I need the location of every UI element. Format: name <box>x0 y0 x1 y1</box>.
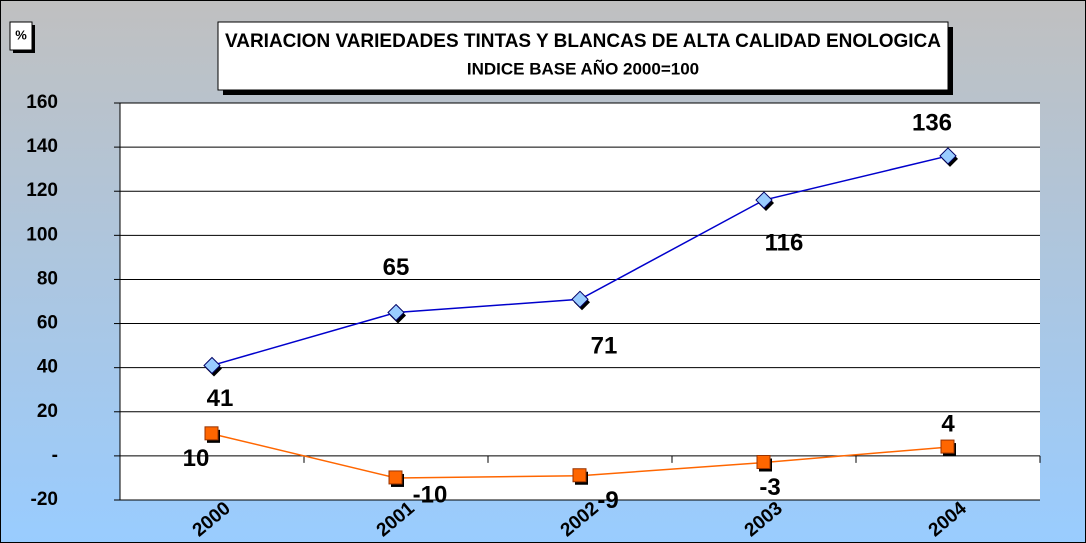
marker <box>940 439 955 454</box>
marker <box>387 303 405 322</box>
data-label: 71 <box>591 333 618 360</box>
y-tick-label: -20 <box>31 489 58 510</box>
marker <box>939 147 957 165</box>
marker <box>572 468 587 483</box>
data-label: 65 <box>383 254 410 281</box>
data-label: 41 <box>207 385 234 412</box>
y-tick-label: 60 <box>37 313 58 334</box>
data-label: 136 <box>912 109 952 136</box>
y-tick-label: 40 <box>37 357 58 378</box>
y-tick-label: 160 <box>26 92 58 113</box>
marker <box>756 455 771 470</box>
y-tick-label: - <box>52 445 58 466</box>
chart-subtitle: INDICE BASE AÑO 2000=100 <box>467 58 699 78</box>
marker <box>388 470 403 485</box>
y-tick-label: 100 <box>26 224 58 245</box>
chart-title: VARIACION VARIEDADES TINTAS Y BLANCAS DE… <box>225 31 941 52</box>
y-tick-label: 120 <box>26 180 58 201</box>
marker <box>755 191 773 209</box>
data-label: -10 <box>413 481 448 508</box>
marker <box>204 426 219 441</box>
data-label: -3 <box>759 474 780 501</box>
y-tick-label: 140 <box>26 136 58 157</box>
y-tick-label: 20 <box>37 401 58 422</box>
marker <box>571 290 589 309</box>
data-label: 116 <box>765 229 804 256</box>
y-axis-label: % <box>15 27 27 42</box>
title-box <box>217 21 949 91</box>
data-label: -9 <box>597 487 618 514</box>
marker <box>203 356 221 375</box>
data-label: 4 <box>941 410 955 437</box>
data-label: 10 <box>183 445 210 472</box>
y-label-box <box>9 21 33 51</box>
y-tick-label: 80 <box>37 268 58 289</box>
